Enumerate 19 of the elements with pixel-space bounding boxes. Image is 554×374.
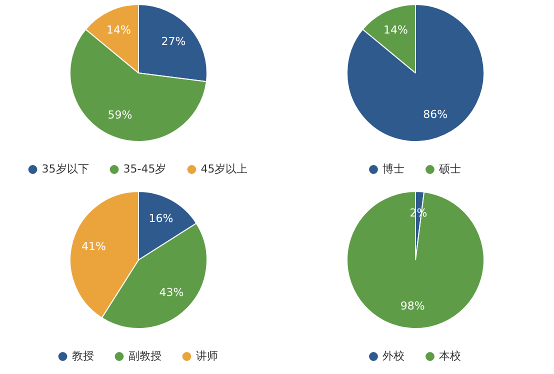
legend-label: 副教授	[128, 349, 162, 362]
legend-label: 教授	[72, 349, 94, 362]
data-label: 98%	[400, 299, 425, 312]
data-label: 16%	[148, 212, 174, 226]
data-label: 41%	[82, 240, 106, 253]
data-label: 59%	[108, 108, 132, 122]
legend-label: 硕士	[438, 162, 461, 176]
data-label: 14%	[106, 24, 131, 37]
legend-label: 35-45岁	[123, 162, 166, 176]
legend-label: 外校	[382, 349, 404, 362]
data-label: 27%	[161, 35, 186, 48]
legend-label: 35岁以下	[42, 162, 89, 176]
legend-label: 45岁以上	[200, 162, 248, 176]
legend-label: 讲师	[196, 349, 218, 362]
legend-label: 博士	[382, 162, 404, 176]
data-label: 14%	[383, 24, 408, 37]
legend-label: 本校	[439, 349, 461, 362]
data-label: 43%	[159, 286, 184, 299]
data-label: 86%	[423, 108, 448, 122]
